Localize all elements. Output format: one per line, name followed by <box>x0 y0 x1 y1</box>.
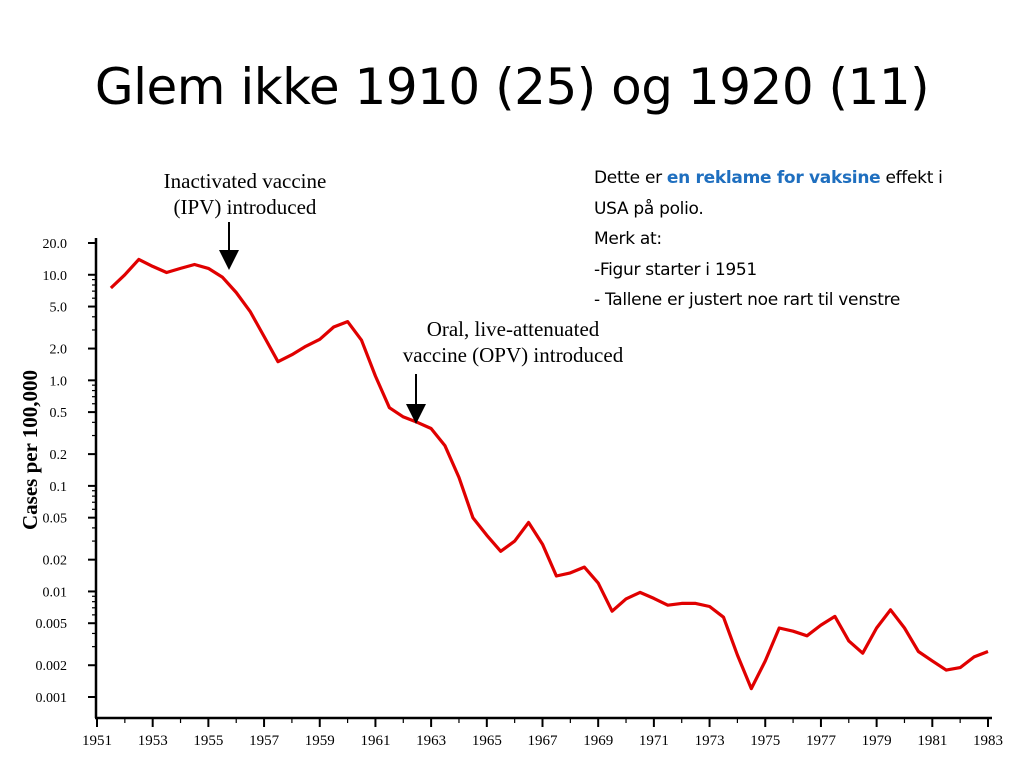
x-tick-label: 1957 <box>249 733 280 749</box>
y-tick-label: 2.0 <box>50 343 68 358</box>
note-line-1: Dette er en reklame for vaksine effekt i <box>594 163 1019 194</box>
x-tick-label: 1953 <box>138 733 168 749</box>
y-tick-label: 0.5 <box>50 406 68 421</box>
x-tick-label: 1959 <box>305 733 335 749</box>
y-tick-label: 0.05 <box>43 512 68 527</box>
annotation-text-line-2: vaccine (OPV) introduced <box>403 343 624 367</box>
note-text-box: Dette er en reklame for vaksine effekt i… <box>594 163 1019 316</box>
page-title: Glem ikke 1910 (25) og 1920 (11) <box>94 58 930 116</box>
y-tick-label: 0.02 <box>43 554 68 569</box>
note-line-4: -Figur starter i 1951 <box>594 259 757 280</box>
x-tick-label: 1961 <box>360 733 390 749</box>
x-tick-label: 1981 <box>917 733 947 749</box>
y-tick-label: 5.0 <box>50 301 68 316</box>
y-tick-label: 0.002 <box>36 659 68 674</box>
y-tick-label: 20.0 <box>43 237 68 252</box>
x-tick-label: 1977 <box>806 733 837 749</box>
series-line <box>109 257 989 691</box>
x-tick-label: 1983 <box>973 733 1003 749</box>
x-tick-label: 1975 <box>750 733 780 749</box>
x-axis-ticks: 1951 1953 1955 1957 1959 1961 1963 1965 1967 1969… <box>82 718 1003 749</box>
arrow-down-icon <box>219 250 239 270</box>
chart-annotations: Inactivated vaccine(IPV) introduced Oral,… <box>164 169 624 424</box>
y-axis-ticks: 20.0 10.0 5.0 2.0 1.0 0.5 0.2 0.1 0.05 0.02 0.01 0.… <box>36 237 96 706</box>
x-tick-label: 1971 <box>639 733 669 749</box>
x-tick-label: 1979 <box>862 733 892 749</box>
note-line-1-suffix: effekt i <box>880 168 943 188</box>
note-line-1-prefix: Dette er <box>594 168 667 188</box>
x-tick-label: 1951 <box>82 733 112 749</box>
y-axis-label: Cases per 100,000 <box>18 370 42 530</box>
y-tick-label: 0.001 <box>36 691 68 706</box>
y-tick-label: 0.01 <box>43 585 68 600</box>
x-tick-label: 1965 <box>472 733 502 749</box>
annotation-text-line-2: (IPV) introduced <box>174 195 317 219</box>
y-tick-label: 0.1 <box>50 480 68 495</box>
y-tick-label: 0.005 <box>36 617 68 632</box>
x-tick-label: 1955 <box>193 733 223 749</box>
x-tick-label: 1969 <box>583 733 613 749</box>
note-highlight: en reklame for vaksine <box>666 168 881 188</box>
x-tick-label: 1967 <box>528 733 559 749</box>
chart-axes <box>94 238 992 720</box>
note-line-5: - Tallene er justert noe rart til venstr… <box>594 290 901 310</box>
y-tick-label: 1.0 <box>50 374 68 389</box>
x-tick-label: 1973 <box>695 733 725 749</box>
note-line-2: USA på polio. <box>594 198 704 219</box>
annotation-1: Inactivated vaccine(IPV) introduced <box>164 169 327 270</box>
x-tick-label: 1963 <box>416 733 446 749</box>
annotation-text-line-1: Oral, live-attenuated <box>427 317 600 341</box>
note-line-3: Merk at: <box>594 229 662 249</box>
annotation-text-line-1: Inactivated vaccine <box>164 169 327 193</box>
y-tick-label: 10.0 <box>43 269 68 284</box>
arrow-down-icon <box>406 404 426 424</box>
y-tick-label: 0.2 <box>50 448 68 463</box>
